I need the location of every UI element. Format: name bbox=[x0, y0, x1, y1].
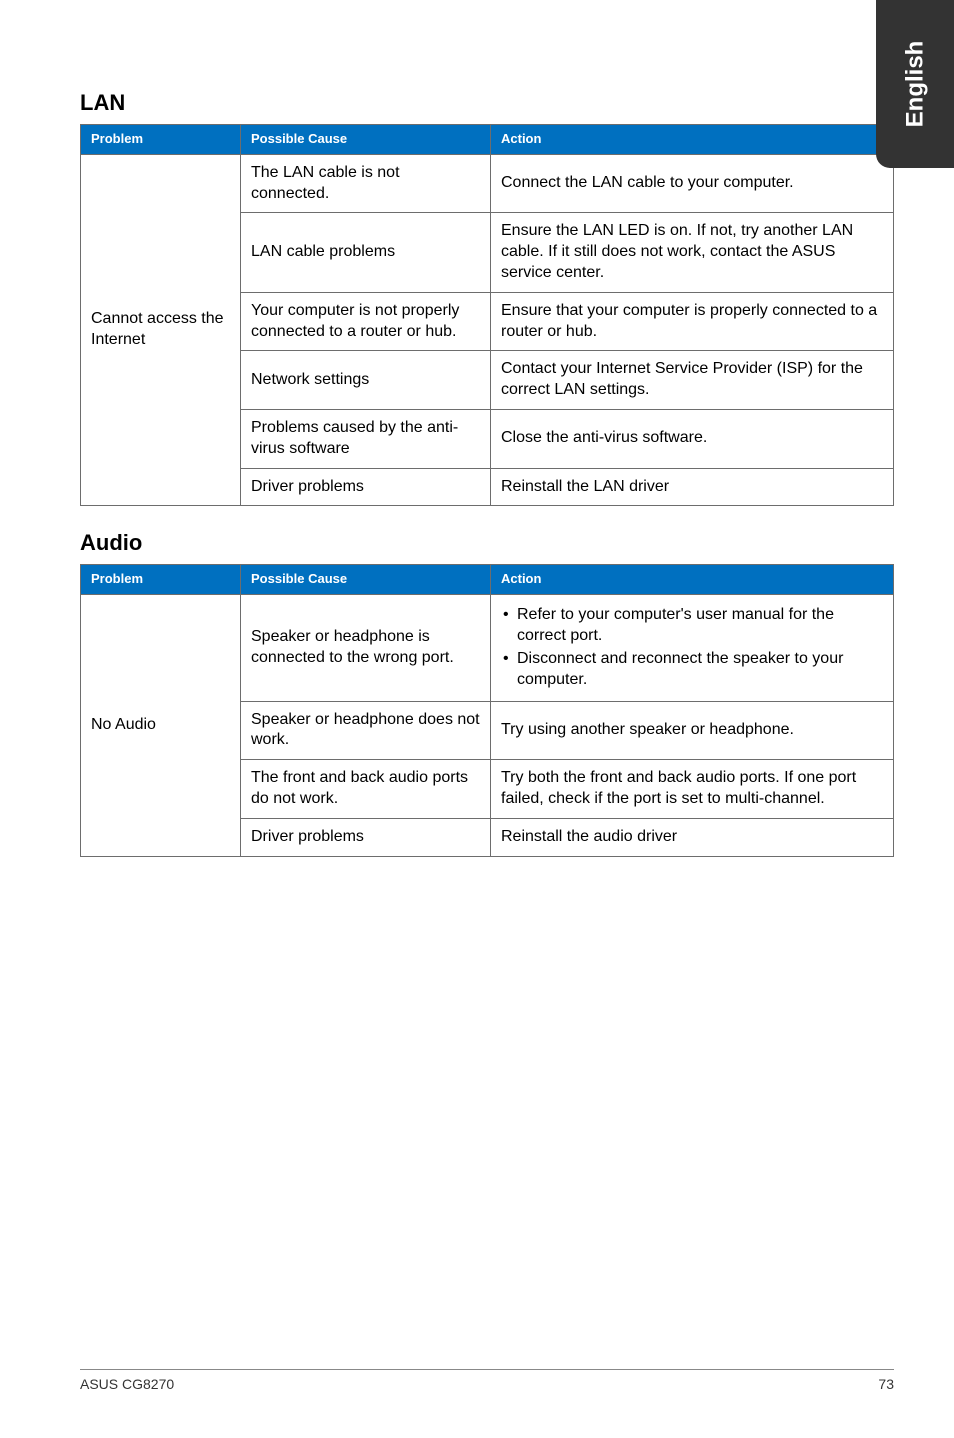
page-footer: ASUS CG8270 73 bbox=[80, 1369, 894, 1392]
table-row: No Audio Speaker or headphone is connect… bbox=[81, 595, 894, 701]
table-header-row: Problem Possible Cause Action bbox=[81, 125, 894, 155]
action-list-item: Refer to your computer's user manual for… bbox=[501, 605, 883, 647]
col-action: Action bbox=[491, 565, 894, 595]
language-tab-label: English bbox=[901, 41, 929, 128]
cause-cell: Network settings bbox=[241, 351, 491, 410]
footer-model: ASUS CG8270 bbox=[80, 1376, 174, 1392]
lan-table: Problem Possible Cause Action Cannot acc… bbox=[80, 124, 894, 506]
cause-cell: Your computer is not properly connected … bbox=[241, 292, 491, 351]
cause-cell: Driver problems bbox=[241, 818, 491, 856]
cause-cell: Driver problems bbox=[241, 468, 491, 506]
action-cell: Connect the LAN cable to your computer. bbox=[491, 154, 894, 213]
action-cell: Try both the front and back audio ports.… bbox=[491, 760, 894, 819]
cause-cell: LAN cable problems bbox=[241, 213, 491, 292]
cause-cell: Speaker or headphone does not work. bbox=[241, 701, 491, 760]
action-cell: Ensure that your computer is properly co… bbox=[491, 292, 894, 351]
language-tab: English bbox=[876, 0, 954, 168]
cause-cell: The LAN cable is not connected. bbox=[241, 154, 491, 213]
action-cell: Try using another speaker or headphone. bbox=[491, 701, 894, 760]
audio-table: Problem Possible Cause Action No Audio S… bbox=[80, 564, 894, 856]
col-problem: Problem bbox=[81, 125, 241, 155]
table-header-row: Problem Possible Cause Action bbox=[81, 565, 894, 595]
lan-heading: LAN bbox=[80, 90, 894, 116]
cause-cell: Problems caused by the anti-virus softwa… bbox=[241, 410, 491, 469]
audio-heading: Audio bbox=[80, 530, 894, 556]
action-cell: Ensure the LAN LED is on. If not, try an… bbox=[491, 213, 894, 292]
action-cell: Reinstall the audio driver bbox=[491, 818, 894, 856]
cause-cell: The front and back audio ports do not wo… bbox=[241, 760, 491, 819]
col-cause: Possible Cause bbox=[241, 125, 491, 155]
col-action: Action bbox=[491, 125, 894, 155]
action-list: Refer to your computer's user manual for… bbox=[501, 605, 883, 690]
problem-cell: Cannot access the Internet bbox=[81, 154, 241, 506]
col-cause: Possible Cause bbox=[241, 565, 491, 595]
action-cell: Refer to your computer's user manual for… bbox=[491, 595, 894, 701]
problem-cell: No Audio bbox=[81, 595, 241, 856]
action-cell: Close the anti-virus software. bbox=[491, 410, 894, 469]
footer-page-number: 73 bbox=[878, 1376, 894, 1392]
col-problem: Problem bbox=[81, 565, 241, 595]
action-cell: Reinstall the LAN driver bbox=[491, 468, 894, 506]
action-cell: Contact your Internet Service Provider (… bbox=[491, 351, 894, 410]
cause-cell: Speaker or headphone is connected to the… bbox=[241, 595, 491, 701]
action-list-item: Disconnect and reconnect the speaker to … bbox=[501, 649, 883, 691]
table-row: Cannot access the Internet The LAN cable… bbox=[81, 154, 894, 213]
